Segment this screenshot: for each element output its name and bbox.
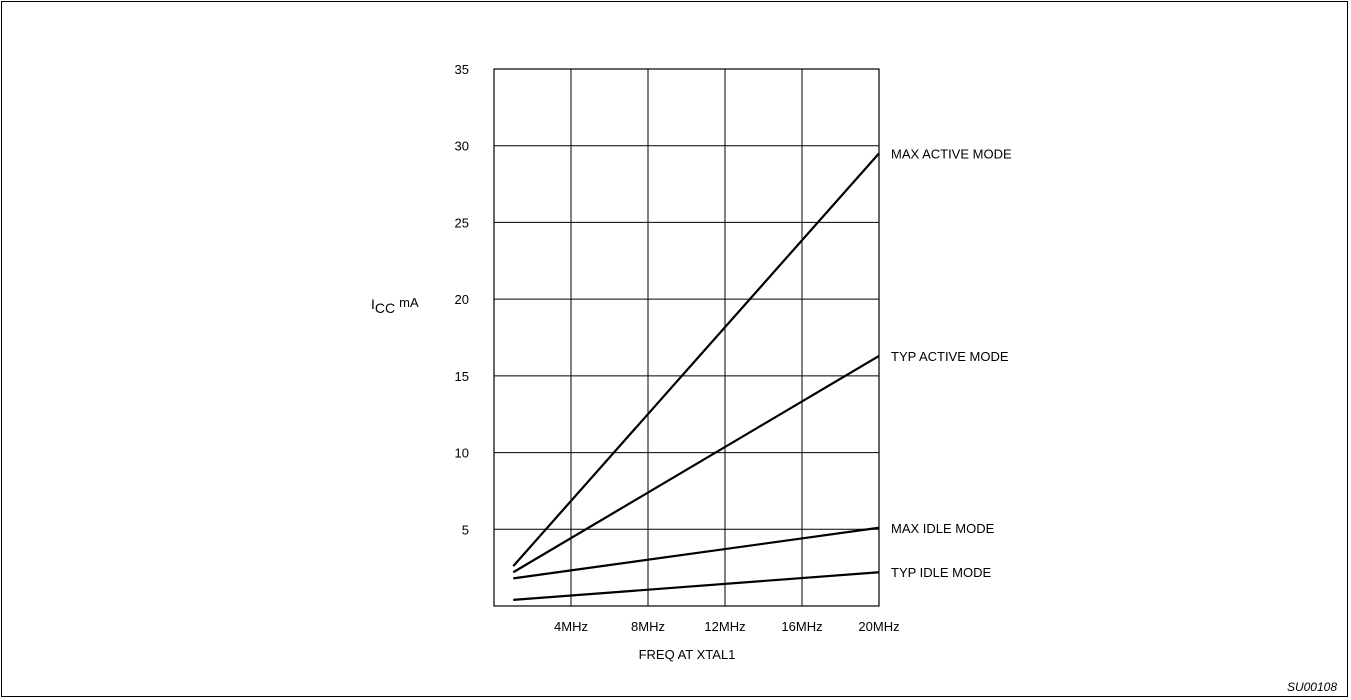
y-tick-label: 25 (455, 215, 469, 230)
y-tick-label: 20 (455, 292, 469, 307)
series-label: TYP IDLE MODE (891, 565, 992, 580)
x-axis-label: FREQ AT XTAL1 (639, 647, 736, 662)
y-axis-label-unit: mA (399, 295, 419, 310)
grid-lines (494, 68, 880, 606)
y-tick-label: 30 (455, 139, 469, 154)
series-line (512, 354, 880, 574)
series-label: MAX IDLE MODE (891, 521, 995, 536)
series-label: TYP ACTIVE MODE (891, 349, 1009, 364)
series-line (513, 526, 880, 580)
y-tick-labels: 5 10 15 20 25 30 35 (455, 62, 469, 537)
y-tick-label: 35 (455, 62, 469, 77)
plot-area-frame (493, 68, 880, 607)
y-tick-label: 15 (455, 369, 469, 384)
series-line (512, 152, 880, 567)
series-label: MAX ACTIVE MODE (891, 146, 1012, 161)
series-labels: MAX ACTIVE MODE TYP ACTIVE MODE MAX IDLE M… (891, 146, 1012, 580)
y-tick-label: 10 (455, 446, 469, 461)
x-tick-label: 12MHz (704, 619, 745, 634)
y-axis-label-main: I (371, 296, 375, 312)
y-axis-label-subscript: CC (375, 300, 395, 316)
x-tick-labels: 4MHz 8MHz 12MHz 16MHz 20MHz (554, 619, 900, 634)
figure-code: SU00108 (1286, 680, 1337, 694)
x-tick-label: 8MHz (631, 619, 665, 634)
series-lines (512, 152, 880, 601)
series-line (513, 571, 880, 601)
y-axis-label: ICC mA (371, 295, 419, 316)
y-tick-label: 5 (462, 522, 469, 537)
x-tick-label: 20MHz (858, 619, 899, 634)
x-tick-label: 16MHz (781, 619, 822, 634)
x-tick-label: 4MHz (554, 619, 588, 634)
